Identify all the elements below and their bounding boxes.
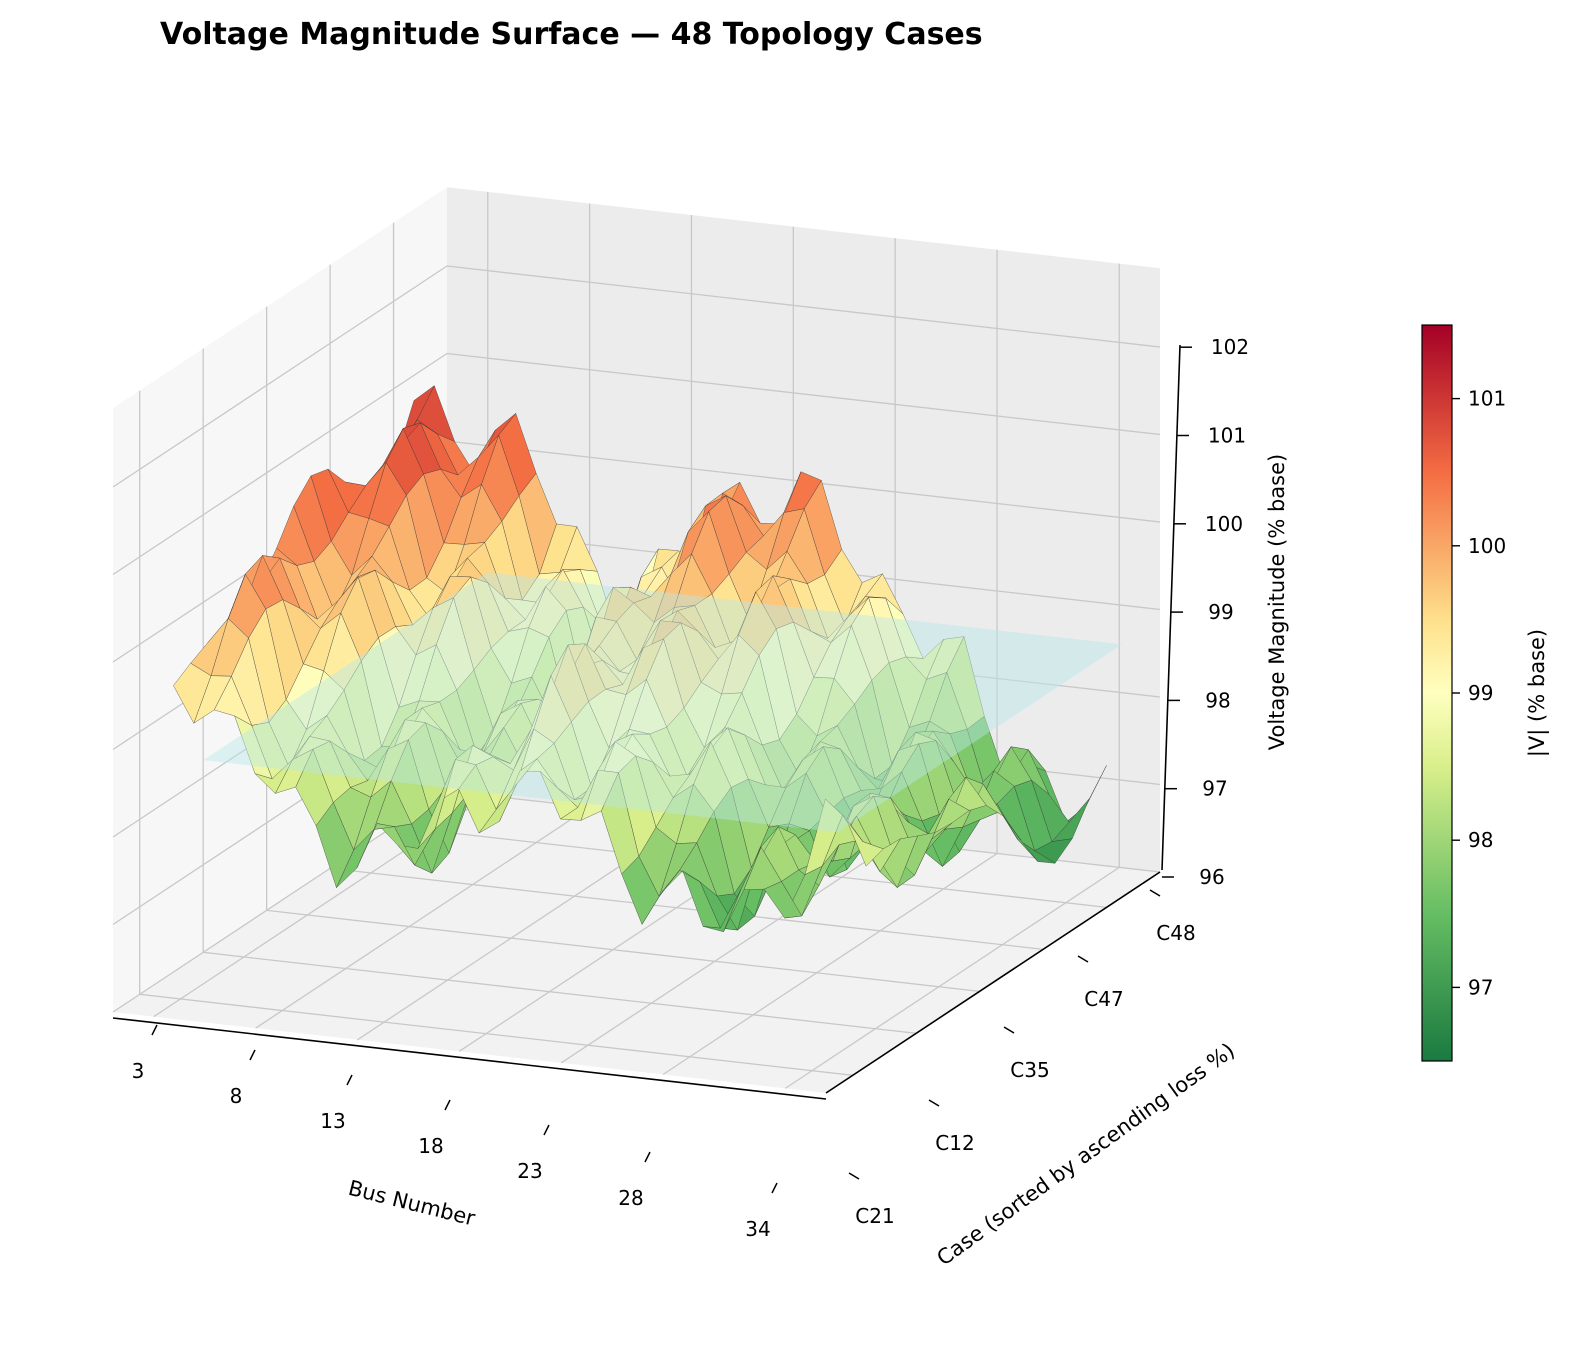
y-axis-label: Case (sorted by ascending loss %)	[933, 1038, 1240, 1270]
z-axis-label: Voltage Magnitude (% base)	[1265, 454, 1289, 750]
x-tick-mark	[249, 1049, 256, 1061]
y-tick-mark	[928, 1099, 940, 1107]
y-tick-mark	[1149, 889, 1161, 897]
y-tick-label: C35	[1010, 1058, 1049, 1082]
z-grid-line	[112, 352, 1161, 576]
y-axis-line	[825, 871, 1161, 1094]
z-grid-line	[112, 265, 1161, 488]
x-tick-mark	[543, 1124, 550, 1136]
z-tick-label: 96	[1199, 865, 1224, 889]
axis-lines	[112, 344, 1181, 1100]
reference-plane-fill	[203, 572, 1122, 833]
z-axis-line	[1161, 344, 1181, 871]
y-tick-label: C21	[855, 1204, 894, 1228]
x-tick-label: 3	[132, 1059, 145, 1083]
colorbar-tick-label: 97	[1468, 975, 1493, 999]
x-tick-label: 34	[745, 1217, 770, 1241]
y-tick-mark	[1077, 955, 1089, 963]
chart-title: Voltage Magnitude Surface — 48 Topology …	[160, 17, 983, 52]
x-tick-mark	[346, 1074, 353, 1086]
y-tick-label: C47	[1084, 987, 1123, 1011]
surface-facet	[173, 662, 212, 724]
colorbar-tick-label: 99	[1468, 681, 1493, 705]
z-tick-label: 100	[1205, 512, 1243, 536]
y-tick-mark	[848, 1172, 860, 1180]
z-tick-label: 98	[1205, 688, 1230, 712]
y-tick-label: C48	[1156, 921, 1195, 945]
colorbar-label: |V| (% base)	[1525, 629, 1550, 757]
x-tick-label: 18	[418, 1134, 443, 1158]
colorbar-tick-label: 101	[1468, 387, 1506, 411]
z-tick-label: 101	[1208, 424, 1246, 448]
colorbar-tick-label: 100	[1468, 534, 1506, 558]
colorbar	[1421, 324, 1453, 1062]
x-tick-labels: 3 8 13 18 23 28 34	[132, 1024, 778, 1241]
z-tick-labels: 96 97 98 99 100 101 102	[1162, 335, 1249, 889]
voltage-surface	[173, 385, 1107, 933]
x-tick-label: 8	[230, 1084, 243, 1108]
z-tick-label: 99	[1208, 600, 1233, 624]
y-tick-labels: C21 C12 C35 C47 C48	[848, 889, 1196, 1228]
x-tick-label: 28	[618, 1186, 643, 1210]
z-tick-label: 102	[1211, 335, 1249, 359]
z-tick-label: 97	[1202, 777, 1227, 801]
reference-plane	[203, 572, 1122, 833]
colorbar-ticks: 97 98 99 100 101	[1452, 387, 1506, 999]
colorbar-tick-label: 98	[1468, 828, 1493, 852]
x-tick-label: 23	[517, 1159, 542, 1183]
x-tick-mark	[771, 1182, 778, 1194]
y-tick-label: C12	[935, 1131, 974, 1155]
y-tick-mark	[1003, 1026, 1015, 1034]
x-tick-mark	[151, 1024, 158, 1036]
x-axis-label: Bus Number	[346, 1176, 478, 1231]
x-tick-mark	[644, 1151, 651, 1163]
x-tick-label: 13	[320, 1109, 345, 1133]
x-tick-mark	[444, 1099, 451, 1111]
x-axis-line	[112, 1017, 827, 1100]
